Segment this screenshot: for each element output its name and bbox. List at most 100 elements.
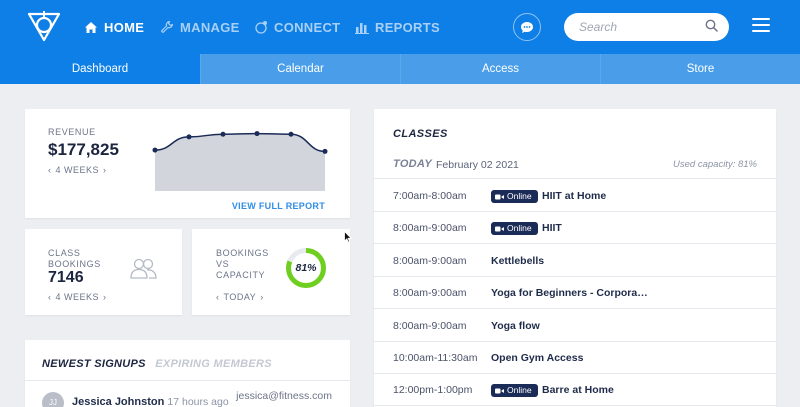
chevron-right-icon[interactable]: › — [103, 165, 107, 175]
today-date: February 02 2021 — [436, 159, 519, 171]
revenue-period-label: 4 WEEKS — [55, 165, 100, 175]
today-label: TODAY — [393, 158, 432, 170]
menu-bar — [752, 18, 770, 20]
online-badge: Online — [491, 222, 538, 236]
sparkline-area — [155, 133, 325, 191]
tab-access[interactable]: Access — [400, 54, 600, 84]
class-time: 8:00am-9:00am — [393, 287, 467, 300]
capacity-period-selector[interactable]: ‹ TODAY › — [216, 292, 264, 302]
class-time: 8:00am-9:00am — [393, 319, 467, 332]
signup-row[interactable]: Jessica Johnston 17 hours ago — [72, 396, 229, 407]
signup-email: jessica@fitness.com — [236, 390, 332, 402]
chat-button[interactable] — [513, 13, 541, 41]
newest-signups-card: NEWEST SIGNUPS EXPIRING MEMBERS JJ Jessi… — [25, 340, 350, 407]
class-row[interactable]: 10:00am-11:30am Open Gym Access — [374, 342, 776, 374]
class-row[interactable]: 8:00am-9:00am Online HIIT — [374, 212, 776, 245]
chevron-left-icon[interactable]: ‹ — [48, 165, 52, 175]
class-time: 12:00pm-1:00pm — [393, 384, 473, 397]
class-name[interactable]: Yoga for Beginners - Corporate… — [491, 287, 651, 300]
bookings-vs-capacity-card: BOOKINGS VS CAPACITY ‹ TODAY › 81% — [192, 229, 350, 315]
class-time: 10:00am-11:30am — [393, 352, 478, 364]
view-full-report-link[interactable]: VIEW FULL REPORT — [231, 201, 325, 211]
gauge-fill — [286, 248, 326, 288]
search-input[interactable] — [564, 13, 729, 41]
class-row[interactable]: 8:00am-9:00am Kettlebells — [374, 245, 776, 277]
sparkline-point — [220, 131, 226, 137]
class-time: 8:00am-9:00am — [393, 254, 467, 267]
class-time: 7:00am-8:00am — [393, 190, 467, 202]
chevron-right-icon[interactable]: › — [260, 292, 264, 302]
home-icon — [85, 21, 97, 33]
bookings-period-label: 4 WEEKS — [55, 292, 100, 302]
sparkline-point — [254, 131, 260, 137]
nav-reports-label: REPORTS — [375, 19, 440, 35]
revenue-period-selector[interactable]: ‹ 4 WEEKS › — [48, 165, 107, 175]
classes-title: CLASSES — [393, 128, 448, 140]
tab-calendar[interactable]: Calendar — [200, 54, 400, 84]
signup-divider — [25, 380, 350, 381]
sparkline-line — [154, 132, 326, 153]
capacity-label-line: VS — [216, 259, 230, 269]
capacity-label-line: BOOKINGS — [216, 248, 269, 258]
class-bookings-label: CLASS BOOKINGS — [48, 248, 101, 270]
nav-connect-label: CONNECT — [274, 19, 341, 35]
nav-connect[interactable]: CONNECT — [254, 0, 340, 54]
nav-home[interactable]: HOME — [84, 0, 144, 54]
capacity-label: BOOKINGS VS CAPACITY — [216, 248, 269, 281]
class-bookings-label-line: BOOKINGS — [48, 259, 101, 269]
chat-bubble-icon — [521, 21, 533, 33]
class-bookings-card: CLASS BOOKINGS 7146 ‹ 4 WEEKS › — [25, 229, 182, 315]
menu-bar — [752, 24, 770, 26]
chevron-left-icon[interactable]: ‹ — [48, 292, 52, 302]
tab-expiring-members[interactable]: EXPIRING MEMBERS — [155, 358, 272, 370]
search-icon[interactable] — [705, 19, 718, 32]
menu-bar — [752, 30, 770, 32]
online-badge-label: Online — [507, 385, 532, 396]
hamburger-menu-icon[interactable] — [752, 18, 770, 34]
revenue-label: REVENUE — [48, 127, 96, 137]
chevron-left-icon[interactable]: ‹ — [216, 292, 220, 302]
avatar: JJ — [42, 392, 64, 407]
class-row[interactable]: 12:00pm-1:00pm Online Barre at Home — [374, 374, 776, 407]
class-name[interactable]: Yoga flow — [491, 319, 540, 332]
class-row[interactable]: 7:00am-8:00am Online HIIT at Home — [374, 180, 776, 212]
class-bookings-value: 7146 — [48, 269, 84, 286]
sub-tabs: Dashboard Calendar Access Store — [0, 54, 800, 84]
signup-name: Jessica Johnston — [72, 396, 165, 407]
class-name[interactable]: HIIT — [542, 222, 562, 235]
tab-newest-signups[interactable]: NEWEST SIGNUPS — [42, 358, 146, 370]
used-capacity: Used capacity: 81% — [673, 159, 757, 170]
capacity-label-line: CAPACITY — [216, 270, 266, 280]
bar-chart-icon — [355, 22, 369, 34]
video-camera-icon — [495, 226, 504, 232]
mouse-cursor-icon — [344, 231, 352, 243]
chevron-right-icon[interactable]: › — [103, 292, 107, 302]
capacity-period-label: TODAY — [223, 292, 257, 302]
revenue-sparkline — [152, 131, 328, 191]
nav-manage[interactable]: MANAGE — [160, 0, 240, 54]
tab-store[interactable]: Store — [600, 54, 800, 84]
sparkline-point — [322, 148, 328, 154]
capacity-gauge — [286, 248, 326, 288]
class-name[interactable]: Barre at Home — [542, 384, 614, 397]
class-name[interactable]: HIIT at Home — [542, 190, 607, 202]
online-badge-label: Online — [507, 191, 532, 201]
nav-reports[interactable]: REPORTS — [355, 0, 440, 54]
logo-icon[interactable] — [26, 10, 62, 44]
video-camera-icon — [495, 194, 504, 199]
people-icon — [130, 258, 157, 279]
tab-dashboard[interactable]: Dashboard — [0, 54, 200, 84]
signup-tabs: NEWEST SIGNUPS EXPIRING MEMBERS — [42, 358, 272, 370]
sparkline-point — [288, 131, 294, 137]
online-badge: Online — [491, 384, 538, 398]
class-bookings-label-line: CLASS — [48, 248, 81, 258]
class-row[interactable]: 8:00am-9:00am Yoga for Beginners - Corpor… — [374, 277, 776, 310]
sparkline-point — [152, 147, 158, 153]
sparkline-point — [186, 134, 192, 140]
class-name[interactable]: Open Gym Access — [491, 352, 584, 364]
class-name[interactable]: Kettlebells — [491, 254, 545, 267]
online-badge: Online — [491, 190, 538, 203]
bookings-period-selector[interactable]: ‹ 4 WEEKS › — [48, 292, 107, 302]
signup-time: 17 hours ago — [167, 396, 229, 407]
class-row[interactable]: 8:00am-9:00am Yoga flow — [374, 310, 776, 342]
